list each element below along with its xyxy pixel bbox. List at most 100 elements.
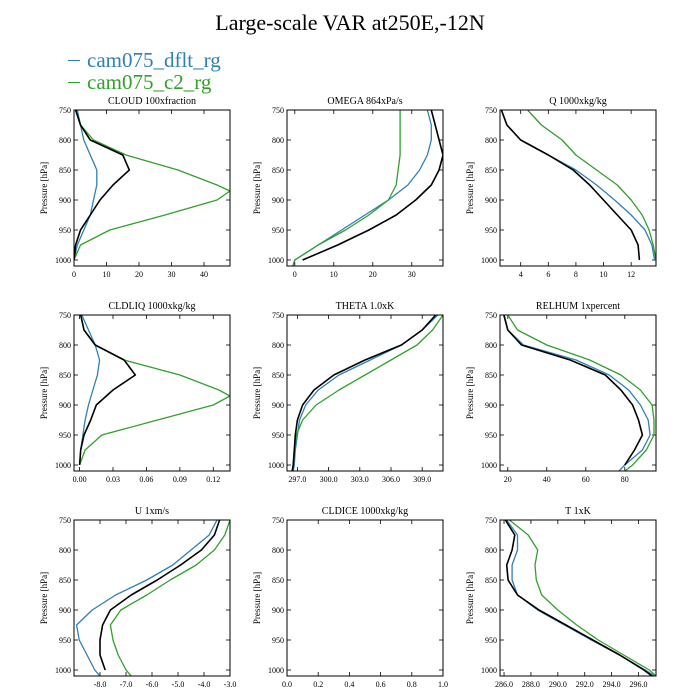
y-tick-label: 950 [485, 431, 497, 440]
y-tick-label: 850 [272, 576, 284, 585]
series-line-black [291, 315, 437, 471]
y-tick-label: 800 [485, 546, 497, 555]
panel-title: T 1xK [565, 506, 591, 517]
y-tick-label: 900 [485, 196, 497, 205]
y-tick-label: 1000 [481, 256, 497, 265]
x-tick-label: 297.0 [288, 475, 306, 484]
panel-title: CLDLIQ 1000xkg/kg [109, 301, 196, 312]
x-tick-label: 0.12 [206, 475, 220, 484]
x-tick-label: 40 [543, 475, 551, 484]
y-tick-label: 1000 [268, 666, 284, 675]
legend-swatch-dflt [68, 59, 80, 61]
y-tick-label: 1000 [481, 666, 497, 675]
y-tick-label: 950 [272, 226, 284, 235]
y-tick-label: 900 [272, 401, 284, 410]
legend-entry-c2: cam075_c2_rg [68, 70, 211, 95]
legend-label-c2: cam075_c2_rg [87, 70, 212, 94]
panel-title: THETA 1.0xK [336, 301, 395, 312]
panel-frame [286, 519, 444, 677]
x-tick-label: 290.0 [549, 680, 567, 689]
x-tick-label: 0.00 [73, 475, 87, 484]
y-tick-label: 900 [485, 606, 497, 615]
y-tick-label: 1000 [55, 461, 71, 470]
x-tick-label: 0.09 [173, 475, 187, 484]
y-axis-label: Pressure [hPa] [252, 572, 262, 624]
x-tick-label: 30 [408, 270, 416, 279]
y-tick-label: 750 [272, 311, 284, 320]
x-tick-label: 0 [293, 270, 297, 279]
panel-4: THETA 1.0xK Pressure [hPa] 750 800 850 900 950… [252, 301, 444, 484]
x-tick-label: 0.6 [376, 680, 386, 689]
y-tick-label: 1000 [481, 461, 497, 470]
x-tick-label: 80 [621, 475, 629, 484]
panel-title: OMEGA 864xPa/s [327, 96, 402, 107]
x-tick-label: -8.0 [94, 680, 107, 689]
y-tick-label: 1000 [268, 256, 284, 265]
x-tick-label: 292.0 [576, 680, 594, 689]
x-tick-label: 60 [582, 475, 590, 484]
x-tick-label: 40 [200, 270, 208, 279]
series-line-black [74, 110, 131, 261]
y-axis-label: Pressure [hPa] [252, 367, 262, 419]
x-tick-label: 20 [369, 270, 377, 279]
y-tick-label: 850 [485, 166, 497, 175]
y-tick-label: 950 [272, 636, 284, 645]
panel-frame [73, 519, 231, 677]
series-line-black [503, 315, 644, 466]
y-axis-label: Pressure [hPa] [465, 367, 475, 419]
series-line-cam075-c2-rg [109, 520, 230, 676]
x-tick-label: 8 [574, 270, 578, 279]
panel-frame [73, 314, 231, 472]
y-tick-label: 750 [485, 516, 497, 525]
y-axis-label: Pressure [hPa] [465, 162, 475, 214]
x-tick-label: 300.0 [320, 475, 338, 484]
series-line-cam075-c2-rg [527, 110, 656, 261]
x-tick-label: 12 [627, 270, 635, 279]
panel-0: CLOUD 100xfraction Pressure [hPa] 750 800 85… [39, 96, 231, 279]
series-line-cam075-c2-rg [508, 520, 656, 676]
y-axis-label: Pressure [hPa] [39, 367, 49, 419]
series-line-cam075-dflt-rg [74, 110, 98, 261]
panel-7: CLDICE 1000xkg/kg Pressure [hPa] 750 800 850… [252, 506, 448, 689]
series-line-cam075-dflt-rg [506, 520, 656, 676]
x-tick-label: 0.0 [282, 680, 292, 689]
y-tick-label: 950 [485, 226, 497, 235]
series-line-cam075-dflt-rg [292, 315, 439, 471]
y-tick-label: 900 [59, 401, 71, 410]
x-tick-label: 294.0 [603, 680, 621, 689]
x-tick-label: -7.0 [120, 680, 133, 689]
series-line-black [302, 110, 443, 261]
panel-frame [286, 314, 444, 472]
y-tick-label: 850 [272, 166, 284, 175]
y-tick-label: 750 [272, 106, 284, 115]
panel-title: RELHUM 1xpercent [536, 301, 620, 312]
panel-frame [499, 109, 657, 267]
x-tick-label: -3.0 [224, 680, 237, 689]
y-tick-label: 800 [59, 341, 71, 350]
series-line-cam075-c2-rg [291, 315, 443, 471]
panel-1: OMEGA 864xPa/s Pressure [hPa] 750 800 850 900… [252, 96, 444, 279]
x-tick-label: 0 [72, 270, 76, 279]
series-line-black [99, 520, 221, 671]
y-axis-label: Pressure [hPa] [252, 162, 262, 214]
y-tick-label: 900 [59, 606, 71, 615]
series-line-cam075-dflt-rg [75, 520, 218, 676]
y-tick-label: 800 [272, 136, 284, 145]
series-line-black [504, 520, 653, 676]
y-axis-label: Pressure [hPa] [39, 162, 49, 214]
y-tick-label: 800 [272, 546, 284, 555]
x-tick-label: 296.0 [630, 680, 648, 689]
panel-frame [73, 109, 231, 267]
y-axis-label: Pressure [hPa] [465, 572, 475, 624]
x-tick-label: 288.0 [522, 680, 540, 689]
y-tick-label: 750 [59, 106, 71, 115]
x-tick-label: 20 [504, 475, 512, 484]
x-tick-label: 20 [135, 270, 143, 279]
y-tick-label: 900 [272, 196, 284, 205]
y-tick-label: 950 [59, 431, 71, 440]
y-tick-label: 850 [59, 576, 71, 585]
y-tick-label: 1000 [55, 666, 71, 675]
series-line-cam075-c2-rg [507, 315, 655, 471]
y-tick-label: 850 [59, 371, 71, 380]
